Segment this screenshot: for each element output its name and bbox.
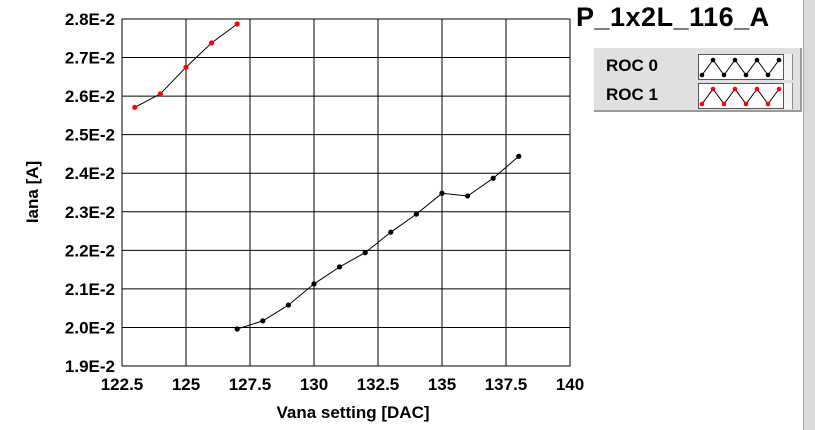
grid-lines: [121, 18, 571, 367]
legend-swatch-line: [701, 88, 780, 105]
data-point: [234, 326, 240, 332]
y-tick-label: 2.1E-2: [65, 280, 115, 299]
y-tick-label: 2.6E-2: [65, 87, 115, 106]
data-point: [285, 302, 291, 308]
x-tick-label: 122.5: [101, 375, 144, 394]
y-tick-label: 2.2E-2: [65, 241, 115, 260]
series-layer: [132, 21, 522, 332]
x-tick-labels: 122.5 125 127.5 130 132.5 135 137.5 140: [101, 375, 584, 394]
data-point: [490, 175, 496, 181]
legend-swatch-marker: [710, 86, 716, 92]
x-tick-label: 137.5: [485, 375, 528, 394]
data-point: [260, 318, 266, 324]
y-axis-title: Iana [A]: [23, 161, 42, 223]
data-point: [311, 281, 317, 287]
legend-swatch-marker: [743, 72, 749, 78]
data-point: [132, 104, 138, 110]
legend-swatch-marker: [754, 57, 760, 63]
data-point: [413, 211, 419, 217]
plot-area: [121, 18, 571, 367]
legend-swatch-marker: [732, 86, 738, 92]
x-tick-label: 127.5: [229, 375, 272, 394]
y-tick-label: 2.0E-2: [65, 318, 115, 337]
x-tick-label: 132.5: [357, 375, 400, 394]
plot-title: P_1x2L_116_A: [576, 2, 770, 32]
data-point: [209, 40, 215, 46]
legend-swatch-icon: [698, 54, 784, 80]
y-tick-label: 2.7E-2: [65, 49, 115, 68]
legend-scrollbar[interactable]: [784, 83, 793, 109]
y-tick-label: 2.5E-2: [65, 126, 115, 145]
x-tick-label: 135: [428, 375, 456, 394]
legend-item-roc-0[interactable]: ROC 0: [594, 52, 802, 80]
y-tick-labels: 1.9E-2 2.0E-2 2.1E-2 2.2E-2 2.3E-2 2.4E-2 2.5E…: [65, 10, 115, 376]
series-line-0: [237, 155, 520, 330]
legend-scrollbar[interactable]: [784, 54, 793, 80]
y-tick-label: 1.9E-2: [65, 357, 115, 376]
legend: ROC 0 ROC 1: [594, 48, 802, 112]
x-tick-label: 140: [556, 375, 584, 394]
legend-swatch-marker: [765, 101, 771, 107]
data-point: [234, 21, 240, 27]
data-point: [388, 229, 394, 235]
legend-swatch-marker: [754, 86, 760, 92]
legend-swatch-marker: [710, 57, 716, 63]
x-tick-label: 130: [300, 375, 328, 394]
legend-swatch-marker: [699, 101, 705, 107]
legend-label: ROC 0: [606, 56, 658, 75]
y-tick-label: 2.4E-2: [65, 164, 115, 183]
legend-swatch-marker: [732, 57, 738, 63]
data-point: [157, 91, 163, 97]
data-point: [516, 153, 522, 159]
legend-swatch-line: [701, 59, 780, 76]
legend-swatch-marker: [721, 101, 727, 107]
legend-swatch-marker: [765, 72, 771, 78]
data-point: [183, 64, 189, 70]
legend-swatch-icon: [698, 83, 784, 109]
legend-label: ROC 1: [606, 85, 658, 104]
legend-swatch-marker: [776, 86, 782, 92]
data-point: [439, 190, 445, 196]
legend-swatch-marker: [721, 72, 727, 78]
y-tick-label: 2.3E-2: [65, 203, 115, 222]
x-axis-title: Vana setting [DAC]: [276, 403, 429, 422]
data-point: [362, 250, 368, 256]
x-tick-label: 125: [172, 375, 200, 394]
data-point: [465, 193, 471, 199]
legend-item-roc-1[interactable]: ROC 1: [594, 81, 802, 109]
legend-swatch-marker: [699, 72, 705, 78]
legend-swatch-marker: [743, 101, 749, 107]
legend-swatch-marker: [776, 57, 782, 63]
y-tick-label: 2.8E-2: [65, 10, 115, 29]
data-point: [337, 264, 343, 270]
window-edge-scrollbar[interactable]: [803, 0, 815, 430]
